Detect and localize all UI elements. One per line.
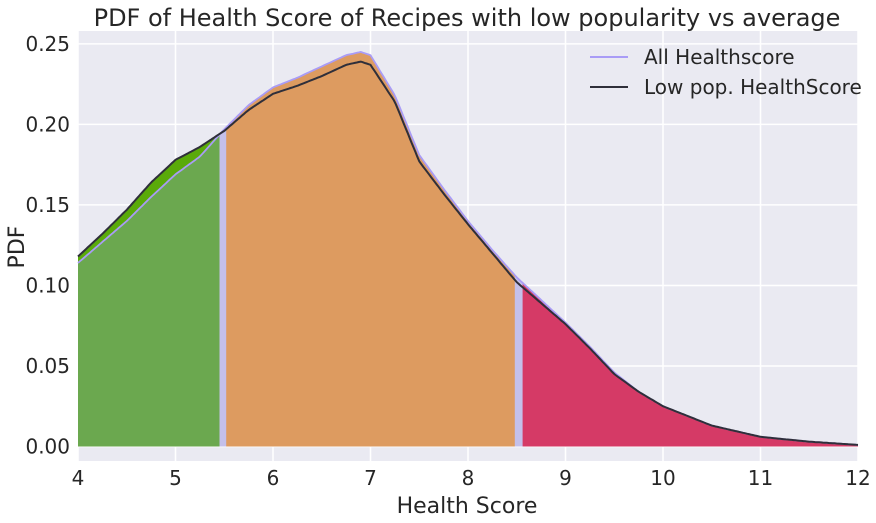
legend-label-low-pop: Low pop. HealthScore <box>644 75 862 99</box>
x-tick-label: 10 <box>650 466 675 490</box>
legend-label-all: All Healthscore <box>644 45 795 69</box>
series-line-low-pop <box>77 60 859 446</box>
y-axis-label: PDF <box>5 226 30 269</box>
x-tick-label: 8 <box>462 466 475 490</box>
fill-regions <box>78 51 858 447</box>
y-tick-label: 0.25 <box>25 32 70 56</box>
series-lines <box>77 50 859 446</box>
x-tick-label: 12 <box>845 466 870 490</box>
fill-region-3 <box>522 282 858 447</box>
x-tick-label: 9 <box>559 466 572 490</box>
fill-region-1 <box>78 134 220 447</box>
x-tick-label: 6 <box>267 466 280 490</box>
x-tick-label: 11 <box>748 466 773 490</box>
y-tick-label: 0.15 <box>25 193 70 217</box>
x-axis-label: Health Score <box>397 494 538 519</box>
y-tick-label: 0.00 <box>25 435 70 459</box>
y-tick-label: 0.05 <box>25 354 70 378</box>
legend: All Healthscore Low pop. HealthScore <box>590 45 862 99</box>
tick-labels: 4 5 6 7 8 9 10 11 12 0.00 0.05 0.10 0.15 0.20 0.25 <box>25 32 870 490</box>
x-tick-label: 7 <box>364 466 377 490</box>
y-tick-label: 0.20 <box>25 112 70 136</box>
x-tick-label: 4 <box>72 466 85 490</box>
x-tick-label: 5 <box>169 466 182 490</box>
fill-region-2 <box>226 51 515 447</box>
y-tick-label: 0.10 <box>25 273 70 297</box>
chart-title: PDF of Health Score of Recipes with low … <box>94 4 841 32</box>
